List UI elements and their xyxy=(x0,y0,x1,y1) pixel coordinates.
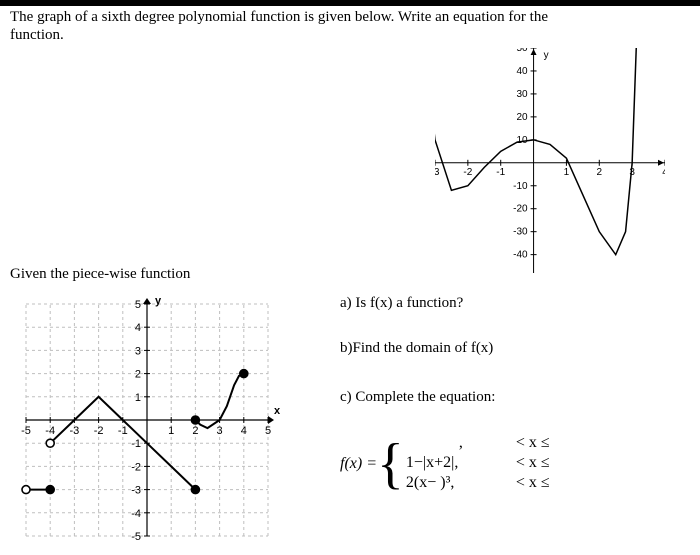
svg-text:1: 1 xyxy=(135,392,141,404)
svg-text:-1: -1 xyxy=(118,425,128,437)
svg-text:-1: -1 xyxy=(496,167,505,178)
eq-prefix: f(x) = xyxy=(340,455,377,473)
eq-row2-left: 1−|x+2|, xyxy=(406,454,516,474)
svg-text:-3: -3 xyxy=(131,485,141,497)
question-a: a) Is f(x) a function? xyxy=(340,295,680,312)
svg-text:5: 5 xyxy=(265,425,271,437)
svg-text:-4: -4 xyxy=(45,425,55,437)
svg-text:4: 4 xyxy=(241,425,247,437)
piecewise-label: Given the piece-wise function xyxy=(10,266,190,283)
svg-text:-40: -40 xyxy=(513,250,528,261)
svg-text:x: x xyxy=(274,405,281,417)
svg-text:50: 50 xyxy=(516,48,528,54)
svg-text:y: y xyxy=(544,50,549,61)
eq-row1-left: , xyxy=(406,434,516,454)
svg-text:3: 3 xyxy=(217,425,223,437)
svg-text:-5: -5 xyxy=(21,425,31,437)
svg-text:30: 30 xyxy=(516,89,528,100)
svg-text:2: 2 xyxy=(192,425,198,437)
problem-statement: The graph of a sixth degree polynomial f… xyxy=(10,8,690,44)
svg-text:3: 3 xyxy=(135,345,141,357)
svg-text:5: 5 xyxy=(135,299,141,311)
black-banner xyxy=(0,0,700,6)
piecewise-equation: f(x) = { , < x ≤ 1−|x+2|, < x ≤ 2(x− )³,… xyxy=(340,434,680,494)
eq-row1-cond: < x ≤ xyxy=(516,434,596,454)
svg-text:-2: -2 xyxy=(94,425,104,437)
piecewise-graph: -5-4-3-2-112345-5-4-3-2-112345xy xyxy=(12,290,282,550)
problem-line2: function. xyxy=(10,27,64,43)
svg-text:-1: -1 xyxy=(131,438,141,450)
svg-text:-3: -3 xyxy=(435,167,440,178)
svg-text:-4: -4 xyxy=(131,508,141,520)
svg-text:1: 1 xyxy=(564,167,570,178)
polynomial-graph: -40-30-20-101020304050-3-2-11234y xyxy=(435,48,665,273)
svg-text:-3: -3 xyxy=(70,425,80,437)
svg-text:y: y xyxy=(155,295,162,307)
svg-text:4: 4 xyxy=(135,322,141,334)
svg-text:-10: -10 xyxy=(513,181,528,192)
svg-text:-2: -2 xyxy=(463,167,472,178)
eq-row2-cond: < x ≤ xyxy=(516,454,596,474)
svg-text:-20: -20 xyxy=(513,204,528,215)
eq-row3-left: 2(x− )³, xyxy=(406,474,516,494)
svg-text:40: 40 xyxy=(516,66,528,77)
eq-row3-cond: < x ≤ xyxy=(516,474,596,494)
problem-line1: The graph of a sixth degree polynomial f… xyxy=(10,9,548,25)
svg-text:-30: -30 xyxy=(513,227,528,238)
brace-icon: { xyxy=(377,439,404,489)
eq-rows: , < x ≤ 1−|x+2|, < x ≤ 2(x− )³, < x ≤ xyxy=(406,434,596,494)
svg-text:2: 2 xyxy=(597,167,603,178)
svg-text:20: 20 xyxy=(516,112,528,123)
question-b: b)Find the domain of f(x) xyxy=(340,340,680,357)
svg-text:1: 1 xyxy=(168,425,174,437)
svg-text:-2: -2 xyxy=(131,461,141,473)
svg-text:2: 2 xyxy=(135,369,141,381)
svg-text:-5: -5 xyxy=(131,531,141,543)
questions-block: a) Is f(x) a function? b)Find the domain… xyxy=(340,295,680,494)
question-c: c) Complete the equation: xyxy=(340,389,680,406)
svg-text:4: 4 xyxy=(662,167,665,178)
